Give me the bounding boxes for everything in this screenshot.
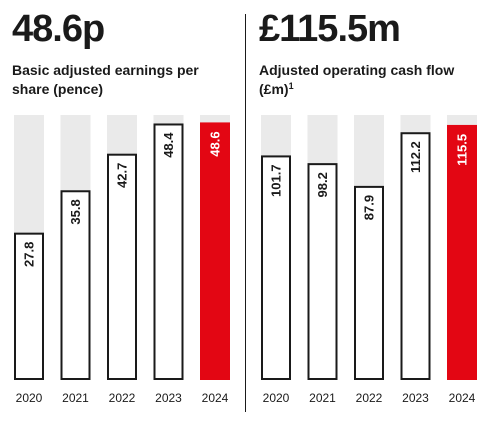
cash-flow-bar-group-2020: 101.7 2020 <box>261 115 291 405</box>
eps-bar-2022 <box>107 153 137 380</box>
cash-flow-year-label: 2024 <box>449 391 476 405</box>
eps-year-label: 2021 <box>62 391 89 405</box>
cash-flow-subtitle: Adjusted operating cash flow (£m)1 <box>259 61 479 99</box>
eps-bar-group-2022: 42.7 2022 <box>107 115 137 405</box>
eps-bar-group-2021: 35.8 2021 <box>60 115 91 405</box>
cash-flow-subtitle-text: Adjusted operating cash flow (£m) <box>259 62 455 97</box>
cash-flow-bar-2024 <box>447 124 477 380</box>
cash-flow-data-label: 98.2 <box>315 172 330 197</box>
cash-flow-headline: £115.5m <box>259 8 401 50</box>
panel-divider <box>245 14 246 412</box>
cash-flow-data-label: 112.2 <box>408 141 423 173</box>
eps-data-label: 48.6 <box>208 131 223 156</box>
cash-flow-data-label: 87.9 <box>362 195 377 220</box>
eps-subtitle-text: Basic adjusted earnings per share (pence… <box>12 62 199 97</box>
eps-bar-2024 <box>200 122 230 381</box>
eps-data-label: 35.8 <box>68 199 83 224</box>
cash-flow-data-label: 115.5 <box>455 134 470 166</box>
cash-flow-bar-group-2022: 87.9 2022 <box>354 115 384 405</box>
cash-flow-bar-2022 <box>354 185 384 380</box>
cash-flow-bar-group-2023: 112.2 2023 <box>400 115 431 405</box>
eps-bar-group-2023: 48.4 2023 <box>153 115 184 405</box>
cash-flow-year-label: 2021 <box>309 391 336 405</box>
cash-flow-bar-group-2024: 115.5 2024 <box>447 115 477 405</box>
eps-bar-2021 <box>60 190 91 380</box>
eps-data-label: 27.8 <box>22 242 37 267</box>
eps-bar-chart: 27.8 2020 35.8 2021 42.7 2022 48.4 2023 48.6 2024 <box>14 115 230 405</box>
eps-panel: 48.6p Basic adjusted earnings per share … <box>0 0 244 426</box>
cash-flow-year-label: 2023 <box>402 391 429 405</box>
eps-year-label: 2024 <box>202 391 229 405</box>
eps-bar-2020 <box>14 232 44 380</box>
cash-flow-bar-2023 <box>400 132 431 380</box>
eps-headline: 48.6p <box>12 8 105 50</box>
footnote-marker: 1 <box>288 81 294 91</box>
eps-year-label: 2020 <box>16 391 43 405</box>
cash-flow-year-label: 2022 <box>356 391 383 405</box>
cash-flow-bar-group-2021: 98.2 2021 <box>307 115 338 405</box>
eps-bar-group-2020: 27.8 2020 <box>14 115 44 405</box>
cash-flow-bar-chart: 101.7 2020 98.2 2021 87.9 2022 112.2 2023 115.5 2… <box>261 115 477 405</box>
eps-bar-2023 <box>153 123 184 381</box>
eps-subtitle: Basic adjusted earnings per share (pence… <box>12 61 232 99</box>
cash-flow-year-label: 2020 <box>263 391 290 405</box>
cash-flow-bar-2020 <box>261 155 291 380</box>
eps-year-label: 2022 <box>109 391 136 405</box>
eps-year-label: 2023 <box>155 391 182 405</box>
eps-bar-group-2024: 48.6 2024 <box>200 115 230 405</box>
eps-data-label: 48.4 <box>161 132 176 158</box>
cash-flow-data-label: 101.7 <box>269 164 284 197</box>
cash-flow-bar-2021 <box>307 163 338 380</box>
eps-data-label: 42.7 <box>115 163 130 188</box>
cash-flow-panel: £115.5m Adjusted operating cash flow (£m… <box>247 0 491 426</box>
